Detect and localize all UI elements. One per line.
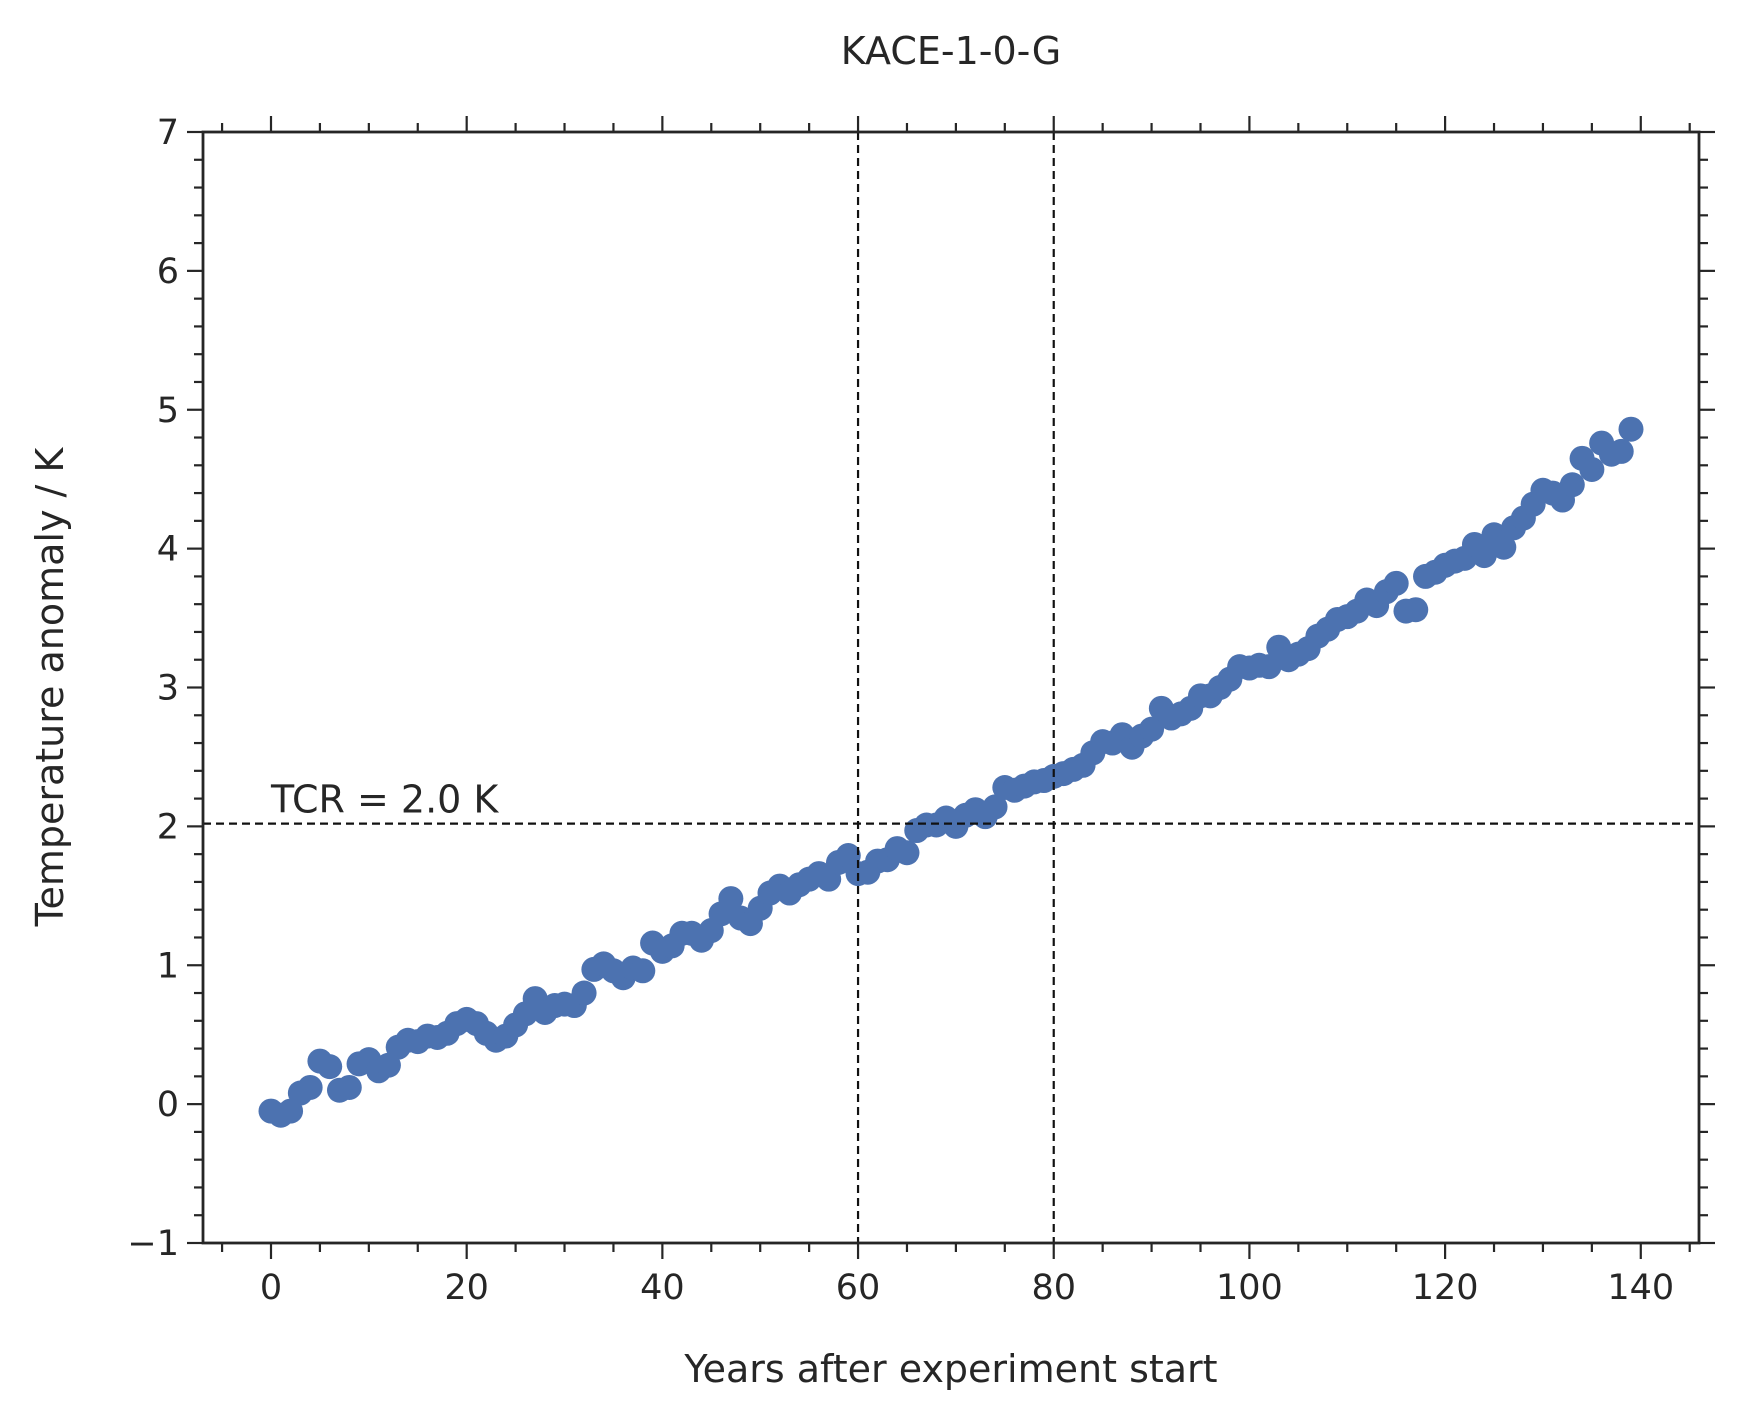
y-tick-label: 2: [157, 807, 179, 847]
point: [1491, 534, 1517, 560]
y-tick-label: 4: [157, 530, 179, 570]
x-axis-label: Years after experiment start: [683, 1347, 1217, 1391]
y-tick-label: 5: [157, 391, 179, 431]
x-tick-label: 80: [1031, 1268, 1076, 1308]
point: [1403, 597, 1429, 623]
y-tick-label: −1: [127, 1224, 179, 1264]
y-tick-label: 0: [157, 1085, 179, 1125]
x-tick-label: 120: [1412, 1268, 1479, 1308]
point: [297, 1074, 323, 1100]
y-tick-label: 3: [157, 669, 179, 709]
x-tick-label: 0: [260, 1268, 282, 1308]
x-tick-label: 40: [640, 1268, 685, 1308]
point: [317, 1054, 343, 1080]
point: [336, 1074, 362, 1100]
point: [1256, 654, 1282, 680]
chart-title: KACE-1-0-G: [841, 29, 1061, 73]
point: [1471, 543, 1497, 569]
y-tick-label: 6: [157, 252, 179, 292]
point: [1618, 416, 1644, 442]
point: [894, 840, 920, 866]
x-tick-label: 140: [1607, 1268, 1674, 1308]
point: [982, 794, 1008, 820]
plot-frame: [201, 130, 1701, 1245]
point: [1383, 570, 1409, 596]
point: [571, 980, 597, 1006]
point: [1579, 456, 1605, 482]
y-axis-label: Temperature anomaly / K: [28, 447, 72, 928]
point: [1139, 716, 1165, 742]
x-tick-label: 20: [444, 1268, 489, 1308]
annotation: TCR = 2.0 K: [270, 777, 499, 821]
point: [630, 958, 656, 984]
point: [1608, 438, 1634, 464]
x-tick-label: 100: [1216, 1268, 1283, 1308]
y-tick-label: 7: [157, 113, 179, 153]
x-tick-label: 60: [836, 1268, 881, 1308]
point: [1559, 472, 1585, 498]
y-tick-label: 1: [157, 946, 179, 986]
point: [718, 886, 744, 912]
